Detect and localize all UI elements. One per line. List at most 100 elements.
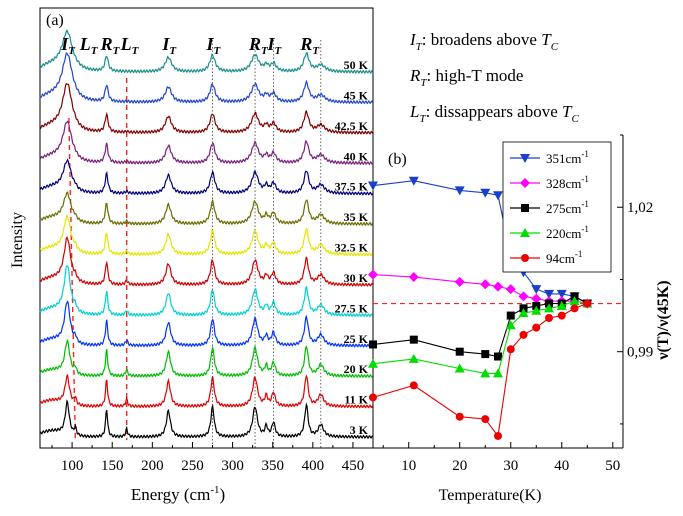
- mode-label: IT: [60, 34, 76, 57]
- annotation-line: IT: broadens above TC: [409, 30, 559, 53]
- y-tick-label: 0,99: [627, 345, 653, 361]
- data-point: [520, 154, 530, 163]
- data-point: [518, 291, 529, 302]
- temperature-label: 45 K: [344, 88, 369, 102]
- data-point: [454, 363, 465, 373]
- panel-a-frame: [39, 7, 374, 449]
- data-point: [544, 303, 555, 313]
- series-94cm: [369, 299, 592, 440]
- temperature-label: 37.5 K: [335, 180, 369, 194]
- legend-label: 220cm-1: [546, 224, 589, 241]
- spectrum-line: [39, 191, 374, 227]
- data-point: [520, 228, 530, 237]
- data-point: [521, 254, 529, 262]
- x-tick-label: 50: [605, 458, 620, 474]
- data-point: [494, 431, 502, 440]
- legend-item: 220cm-1: [510, 224, 589, 241]
- temperature-label: 25 K: [344, 332, 369, 346]
- frequency-ratio-panel: 10 20 30 40 50 0,99 1,02 351cm-1 328cm-1 275cm-1…: [368, 134, 672, 504]
- x-tick-label: 350: [261, 458, 284, 474]
- x-tick-label: 450: [342, 458, 365, 474]
- spectrum-line: [39, 399, 373, 440]
- data-point: [569, 296, 580, 306]
- mode-label: IT: [161, 34, 177, 57]
- data-point: [493, 368, 503, 378]
- legend-item: 328cm-1: [510, 174, 589, 191]
- series-220cm: [368, 296, 593, 378]
- x-tick-label: 100: [61, 458, 84, 474]
- data-point: [455, 347, 464, 356]
- data-point: [368, 358, 378, 368]
- data-point: [557, 311, 566, 320]
- legend-item: 94cm-1: [510, 249, 582, 266]
- x-tick-label: 200: [141, 458, 164, 474]
- x-tick-label: 150: [101, 458, 124, 474]
- temperature-label: 40 K: [344, 149, 369, 163]
- panel-a-label: (a): [46, 12, 64, 29]
- legend-item: 351cm-1: [510, 149, 589, 166]
- data-point: [454, 186, 465, 196]
- annotation-line: RT: high-T mode: [409, 66, 523, 89]
- data-point: [481, 415, 490, 424]
- series-line: [372, 274, 588, 305]
- data-point: [493, 281, 503, 292]
- temperature-label: 32.5 K: [335, 241, 369, 255]
- series-line: [372, 302, 588, 438]
- raman-spectra-panel: IT LT RT LT IT IT RT IT RT 50 K45 K42.5 K40 K37.…: [9, 7, 374, 504]
- data-point: [368, 181, 378, 191]
- data-point: [369, 393, 377, 402]
- data-point: [531, 293, 542, 304]
- data-point: [454, 276, 465, 287]
- x-axis-label-energy: Energy (cm-1): [131, 484, 225, 504]
- series-line: [372, 295, 588, 358]
- mode-annotations: IT: broadens above TC RT: high-T mode LT: …: [409, 30, 580, 125]
- data-point: [506, 311, 515, 320]
- mode-label: IT: [206, 34, 222, 57]
- temperature-label: 30 K: [344, 271, 369, 285]
- legend-label: 351cm-1: [546, 149, 589, 166]
- mode-label: LT: [79, 34, 99, 57]
- data-point: [505, 320, 516, 330]
- data-point: [409, 381, 418, 390]
- data-point: [493, 191, 503, 201]
- data-point: [408, 272, 419, 283]
- data-point: [544, 289, 555, 299]
- data-point: [480, 279, 491, 290]
- temperature-label: 27.5 K: [335, 301, 369, 315]
- spectrum-line: [39, 214, 373, 257]
- y-tick-label: 1,02: [627, 200, 653, 216]
- series-line: [372, 300, 588, 374]
- temperature-label: 20 K: [344, 362, 369, 376]
- data-point: [455, 412, 464, 421]
- temperature-label: 35 K: [344, 210, 369, 224]
- temperature-label: 50 K: [344, 58, 369, 72]
- x-tick-label: 250: [181, 458, 204, 474]
- x-tick-label: 400: [302, 458, 325, 474]
- data-point: [570, 304, 579, 313]
- data-point: [409, 335, 418, 344]
- legend-label: 94cm-1: [546, 249, 582, 266]
- data-point: [556, 300, 567, 310]
- spectrum-line: [39, 158, 374, 196]
- legend-label: 328cm-1: [546, 174, 589, 191]
- spectrum-line: [39, 29, 373, 75]
- mode-label: RT: [100, 34, 121, 57]
- data-point: [408, 176, 419, 186]
- mode-label: IT: [267, 34, 283, 57]
- mode-label: LT: [120, 34, 140, 57]
- data-point: [505, 284, 516, 295]
- spectrum-line: [39, 264, 374, 318]
- mode-label: RT: [299, 34, 320, 57]
- temperature-label: 42.5 K: [335, 119, 369, 133]
- spectrum-line: [39, 82, 374, 135]
- data-point: [408, 353, 419, 363]
- data-point: [556, 289, 567, 299]
- temperature-label: 11 K: [344, 393, 368, 407]
- panel-b-label: (b): [388, 151, 407, 168]
- data-point: [583, 299, 592, 308]
- annotation-line: LT: dissappears above TC: [409, 102, 580, 125]
- x-tick-label: 30: [503, 458, 518, 474]
- data-point: [369, 340, 377, 349]
- x-axis-label-temperature: Temperature(K): [439, 487, 542, 504]
